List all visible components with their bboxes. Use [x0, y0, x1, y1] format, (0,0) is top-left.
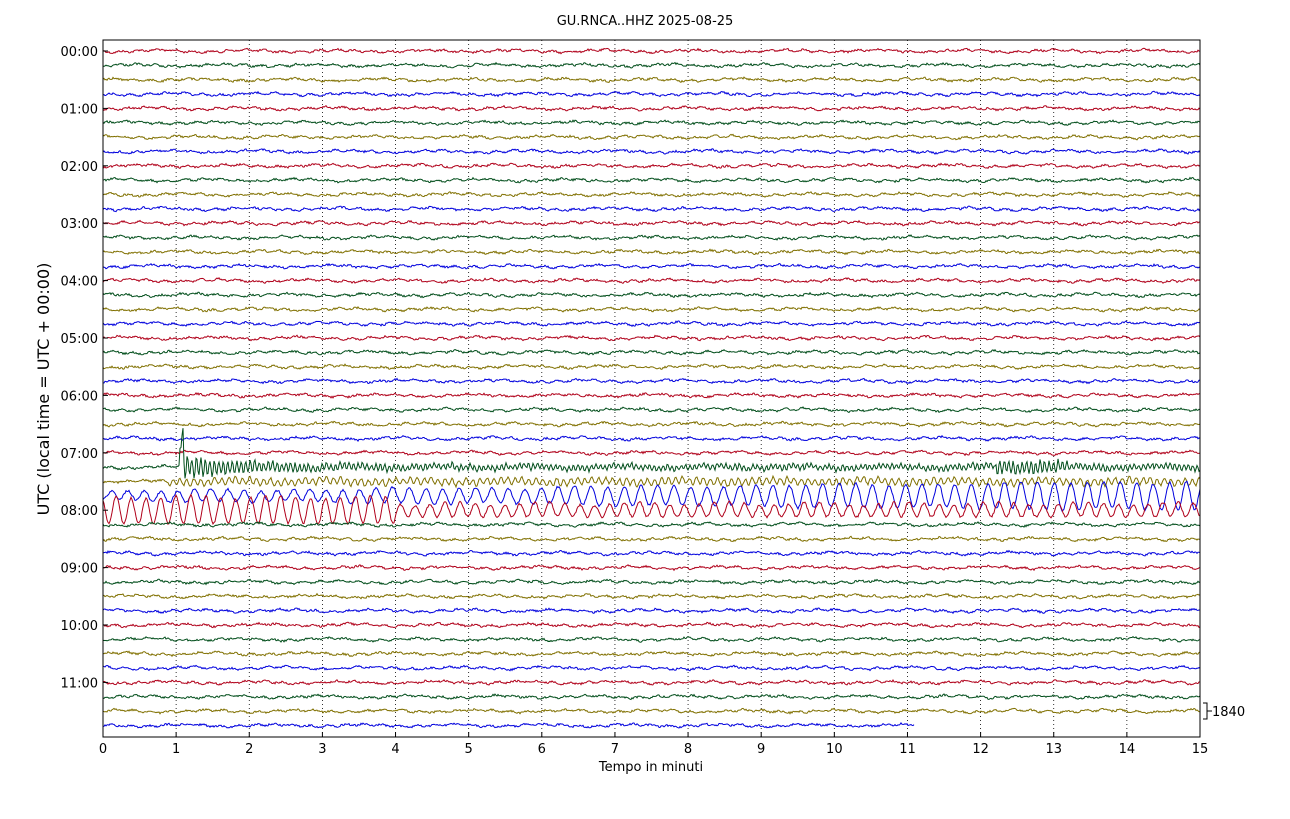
trace-33	[102, 521, 1201, 528]
trace-26	[102, 420, 1201, 428]
y-tick-label-11:00: 11:00	[61, 676, 98, 691]
y-axis-label: UTC (local time = UTC + 00:00)	[34, 263, 53, 516]
trace-4	[102, 104, 1201, 112]
trace-18	[102, 306, 1201, 313]
trace-10	[102, 191, 1201, 198]
trace-20	[102, 334, 1201, 342]
trace-30	[102, 474, 1201, 489]
x-axis-ticks: 0 1 2 3 4 5 6 7 8 9 10 11 12 13 14 15	[99, 732, 1208, 757]
y-tick-label-05:00: 05:00	[61, 332, 98, 347]
y-axis-ticks: 00:00 01:00 02:00 03:00 04:00 05:00 06:00 07:00…	[61, 45, 108, 691]
y-tick-label-07:00: 07:00	[61, 447, 98, 462]
x-tick-label-1: 1	[172, 742, 180, 757]
y-tick-label-03:00: 03:00	[61, 217, 98, 232]
y-tick-label-10:00: 10:00	[61, 619, 98, 634]
trace-7	[102, 148, 1201, 155]
trace-46	[102, 707, 1201, 715]
trace-1	[102, 61, 1201, 69]
x-tick-label-2: 2	[245, 742, 253, 757]
trace-32	[102, 493, 1201, 526]
scale-label: 1840	[1212, 705, 1245, 720]
trace-12	[102, 219, 1201, 227]
scale-bar: 1840	[1203, 702, 1245, 720]
y-tick-label-02:00: 02:00	[61, 160, 98, 175]
trace-9	[102, 176, 1201, 184]
trace-17	[102, 291, 1201, 299]
chart-title: GU.RNCA..HHZ 2025-08-25	[557, 14, 734, 29]
trace-3	[102, 90, 1201, 98]
x-tick-label-7: 7	[611, 742, 619, 757]
x-tick-label-10: 10	[826, 742, 843, 757]
y-tick-label-00:00: 00:00	[61, 45, 98, 60]
x-tick-label-9: 9	[757, 742, 765, 757]
trace-41	[102, 636, 1201, 643]
x-tick-label-4: 4	[391, 742, 399, 757]
trace-35	[102, 549, 1201, 557]
trace-47	[102, 722, 915, 729]
y-tick-label-06:00: 06:00	[61, 389, 98, 404]
x-tick-label-3: 3	[318, 742, 326, 757]
trace-0	[102, 47, 1201, 55]
x-tick-label-11: 11	[899, 742, 916, 757]
trace-6	[102, 133, 1201, 141]
trace-29	[102, 428, 1201, 479]
trace-38	[103, 592, 1201, 600]
trace-27	[102, 434, 1201, 442]
trace-31	[102, 480, 1201, 512]
x-tick-label-8: 8	[684, 742, 692, 757]
trace-25	[102, 406, 1201, 414]
trace-45	[102, 693, 1201, 701]
trace-23	[102, 377, 1201, 385]
x-tick-label-0: 0	[99, 742, 107, 757]
trace-34	[102, 535, 1200, 543]
scale-bracket	[1203, 702, 1208, 720]
trace-44	[102, 678, 1201, 686]
trace-37	[102, 578, 1201, 586]
plot-frame	[102, 39, 1201, 738]
grid-lines	[175, 40, 1128, 737]
trace-11	[102, 205, 1201, 213]
seismogram-traces	[102, 47, 1201, 729]
trace-2	[102, 76, 1201, 83]
trace-15	[102, 262, 1201, 270]
trace-21	[102, 348, 1201, 356]
y-tick-label-01:00: 01:00	[61, 102, 98, 117]
trace-39	[102, 607, 1200, 615]
trace-5	[102, 119, 1201, 126]
x-tick-label-15: 15	[1192, 742, 1209, 757]
trace-14	[102, 248, 1201, 256]
trace-36	[102, 564, 1201, 572]
trace-16	[102, 276, 1201, 285]
y-tick-label-04:00: 04:00	[61, 275, 98, 290]
trace-22	[102, 363, 1200, 371]
trace-24	[102, 392, 1200, 399]
trace-43	[102, 664, 1201, 672]
x-tick-label-14: 14	[1119, 742, 1136, 757]
trace-8	[102, 162, 1201, 170]
y-tick-label-09:00: 09:00	[61, 562, 98, 577]
x-axis-label: Tempo in minuti	[598, 760, 703, 775]
x-tick-label-12: 12	[972, 742, 989, 757]
x-tick-label-5: 5	[465, 742, 473, 757]
x-tick-label-6: 6	[538, 742, 546, 757]
x-tick-label-13: 13	[1045, 742, 1062, 757]
trace-28	[102, 449, 1200, 457]
trace-13	[102, 234, 1201, 241]
trace-19	[102, 320, 1201, 328]
trace-40	[102, 621, 1201, 629]
y-tick-label-08:00: 08:00	[61, 504, 98, 519]
trace-42	[102, 650, 1201, 658]
